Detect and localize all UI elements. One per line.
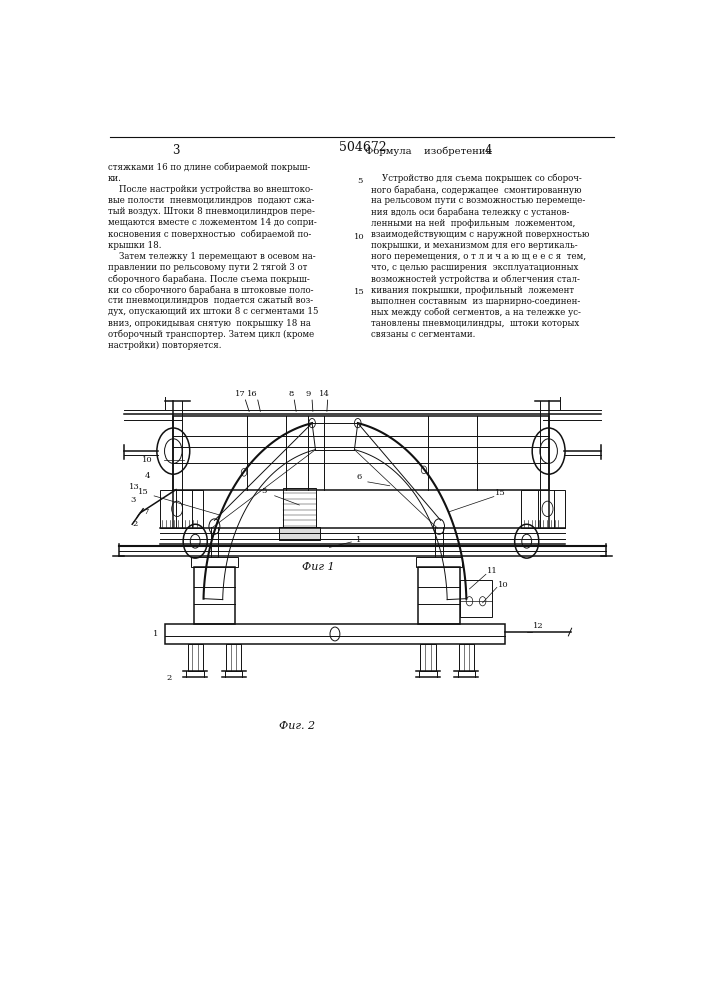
Bar bbox=[416, 557, 462, 567]
Text: 10: 10 bbox=[498, 581, 508, 589]
Text: Формула    изобретения: Формула изобретения bbox=[365, 146, 491, 156]
Text: сборочного барабана. После съема покрыш-: сборочного барабана. После съема покрыш- bbox=[107, 274, 309, 284]
Bar bbox=[521, 490, 565, 528]
Text: связаны с сегментами.: связаны с сегментами. bbox=[370, 330, 475, 339]
Text: 8: 8 bbox=[288, 390, 294, 398]
Bar bbox=[279, 527, 320, 540]
Bar bbox=[187, 644, 203, 671]
Text: взаимодействующим с наружной поверхностью: взаимодействующим с наружной поверхность… bbox=[370, 230, 589, 239]
Text: что, с целью расширения  эксплуатационных: что, с целью расширения эксплуатационных bbox=[370, 263, 578, 272]
Text: 1: 1 bbox=[153, 630, 158, 638]
Text: Затем тележку 1 перемещают в осевом на-: Затем тележку 1 перемещают в осевом на- bbox=[107, 252, 315, 261]
Text: 15: 15 bbox=[354, 288, 365, 296]
Text: 9: 9 bbox=[306, 390, 311, 398]
Text: Фиг. 2: Фиг. 2 bbox=[279, 721, 315, 731]
Bar bbox=[460, 580, 493, 617]
Bar bbox=[194, 567, 235, 624]
Text: кивания покрышки, профильный  ложемент: кивания покрышки, профильный ложемент bbox=[370, 286, 573, 295]
Text: 14: 14 bbox=[319, 390, 329, 398]
Text: правлении по рельсовому пути 2 тягой 3 от: правлении по рельсовому пути 2 тягой 3 о… bbox=[107, 263, 307, 272]
Text: 1: 1 bbox=[356, 536, 362, 544]
Text: покрышки, и механизмом для его вертикаль-: покрышки, и механизмом для его вертикаль… bbox=[370, 241, 577, 250]
Text: 15: 15 bbox=[138, 488, 148, 496]
Text: ного перемещения, о т л и ч а ю щ е е с я  тем,: ного перемещения, о т л и ч а ю щ е е с … bbox=[370, 252, 585, 261]
Text: 4: 4 bbox=[145, 472, 151, 480]
Text: 10: 10 bbox=[142, 456, 153, 464]
Text: тый воздух. Штоки 8 пневмоцилиндров пере-: тый воздух. Штоки 8 пневмоцилиндров пере… bbox=[107, 207, 315, 216]
Bar bbox=[165, 624, 505, 644]
Text: крышки 18.: крышки 18. bbox=[107, 241, 161, 250]
Text: мещаются вместе с ложементом 14 до сопри-: мещаются вместе с ложементом 14 до сопри… bbox=[107, 218, 316, 227]
Text: 504672: 504672 bbox=[339, 141, 386, 154]
Text: стяжками 16 по длине собираемой покрыш-: стяжками 16 по длине собираемой покрыш- bbox=[107, 162, 310, 172]
Text: 13: 13 bbox=[129, 483, 140, 491]
Text: 7: 7 bbox=[144, 508, 148, 516]
Text: 4: 4 bbox=[484, 144, 492, 157]
Text: 2: 2 bbox=[167, 674, 172, 682]
Text: 5: 5 bbox=[261, 487, 267, 495]
Text: возможностей устройства и облегчения стал-: возможностей устройства и облегчения ста… bbox=[370, 274, 580, 284]
Text: 5: 5 bbox=[357, 177, 362, 185]
Text: дух, опускающий их штоки 8 с сегментами 15: дух, опускающий их штоки 8 с сегментами … bbox=[107, 307, 318, 316]
Text: ки.: ки. bbox=[107, 174, 122, 183]
Text: 11: 11 bbox=[487, 567, 498, 575]
Text: Фиг 1: Фиг 1 bbox=[302, 562, 335, 572]
Text: 3: 3 bbox=[173, 144, 180, 157]
Text: 3: 3 bbox=[131, 496, 136, 504]
Bar bbox=[173, 416, 549, 490]
Text: ки со сборочного барабана в штоковые поло-: ки со сборочного барабана в штоковые пол… bbox=[107, 285, 313, 295]
Text: настройки) повторяется.: настройки) повторяется. bbox=[107, 341, 221, 350]
Text: сти пневмоцилиндров  подается сжатый воз-: сти пневмоцилиндров подается сжатый воз- bbox=[107, 296, 312, 305]
Text: вые полости  пневмоцилиндров  подают сжа-: вые полости пневмоцилиндров подают сжа- bbox=[107, 196, 314, 205]
Bar bbox=[226, 644, 241, 671]
Bar bbox=[160, 490, 204, 528]
Text: 12: 12 bbox=[533, 622, 544, 630]
Text: ных между собой сегментов, а на тележке ус-: ных между собой сегментов, а на тележке … bbox=[370, 308, 580, 317]
Text: тановлены пневмоцилиндры,  штоки которых: тановлены пневмоцилиндры, штоки которых bbox=[370, 319, 579, 328]
Text: отборочный транспортер. Затем цикл (кроме: отборочный транспортер. Затем цикл (кром… bbox=[107, 330, 314, 339]
Bar bbox=[283, 488, 316, 528]
Bar bbox=[419, 567, 460, 624]
Text: вниз, опрокидывая снятую  покрышку 18 на: вниз, опрокидывая снятую покрышку 18 на bbox=[107, 319, 310, 328]
Text: После настройки устройства во внештоко-: После настройки устройства во внештоко- bbox=[107, 185, 312, 194]
Bar bbox=[191, 557, 238, 567]
Text: 16: 16 bbox=[247, 390, 258, 398]
Text: 6: 6 bbox=[356, 473, 362, 481]
Text: ленными на ней  профильным  ложементом,: ленными на ней профильным ложементом, bbox=[370, 219, 575, 228]
Bar bbox=[421, 644, 436, 671]
Bar bbox=[459, 644, 474, 671]
Text: выполнен составным  из шарнирно-соединен-: выполнен составным из шарнирно-соединен- bbox=[370, 297, 580, 306]
Text: 17: 17 bbox=[235, 390, 246, 398]
Text: на рельсовом пути с возможностью перемеще-: на рельсовом пути с возможностью перемещ… bbox=[370, 196, 585, 205]
Text: 2: 2 bbox=[132, 520, 138, 528]
Text: ного барабана, содержащее  смонтированную: ного барабана, содержащее смонтированную bbox=[370, 185, 581, 195]
Text: ния вдоль оси барабана тележку с установ-: ния вдоль оси барабана тележку с установ… bbox=[370, 207, 569, 217]
Text: косновения с поверхностью  собираемой по-: косновения с поверхностью собираемой по- bbox=[107, 229, 311, 239]
Text: 10: 10 bbox=[354, 233, 365, 241]
Text: Устройство для съема покрышек со сбороч-: Устройство для съема покрышек со сбороч- bbox=[370, 174, 581, 183]
Text: 15: 15 bbox=[495, 489, 506, 497]
